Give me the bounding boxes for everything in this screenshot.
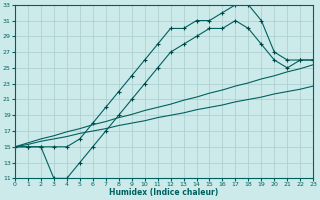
X-axis label: Humidex (Indice chaleur): Humidex (Indice chaleur) <box>109 188 219 197</box>
